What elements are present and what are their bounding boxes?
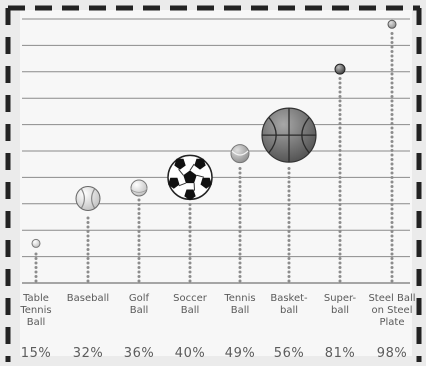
bounce-stem <box>287 167 291 283</box>
category-label: Table Tennis Ball <box>19 293 51 328</box>
baseball-icon <box>75 186 101 212</box>
bounce-stems <box>34 32 394 283</box>
ball-markers <box>31 19 397 248</box>
value-label: 81% <box>325 346 355 361</box>
category-label: Baseball <box>67 293 109 304</box>
value-label: 15% <box>21 346 51 361</box>
bounce-stem <box>137 198 141 283</box>
value-label: 56% <box>274 346 304 361</box>
value-label: 36% <box>124 346 154 361</box>
bounce-stem <box>34 252 38 283</box>
value-label: 49% <box>225 346 255 361</box>
soccer-ball-icon <box>167 154 213 201</box>
category-label: Soccer Ball <box>173 293 208 316</box>
category-label: Golf Ball <box>129 293 150 316</box>
basketball-icon <box>261 107 317 163</box>
value-label: 40% <box>175 346 205 361</box>
bounce-stem <box>238 167 242 283</box>
value-labels: 15% 32% 36% 40% 49% 56% 81% 98% <box>21 346 407 361</box>
golf-ball-icon <box>130 179 148 197</box>
value-label: 98% <box>377 346 407 361</box>
plot-background <box>20 10 412 356</box>
bounce-stem <box>390 32 394 283</box>
category-label: Basket-ball <box>270 293 308 316</box>
bounce-stem <box>86 216 90 283</box>
bounce-stem <box>188 203 192 283</box>
bounce-stem <box>338 77 342 283</box>
category-label: Steel Ball on Steel Plate <box>368 293 415 328</box>
value-label: 32% <box>73 346 103 361</box>
category-label: Super-ball <box>324 293 357 316</box>
category-label: Tennis Ball <box>223 293 255 316</box>
gridlines <box>22 18 410 284</box>
superball-icon <box>334 63 346 75</box>
steel-ball-icon <box>387 19 397 29</box>
tennis-ball-icon <box>230 144 250 164</box>
category-labels: Table Tennis Ball Baseball Golf Ball Soccer Bal… <box>19 293 415 328</box>
table-tennis-ball-icon <box>31 238 41 248</box>
